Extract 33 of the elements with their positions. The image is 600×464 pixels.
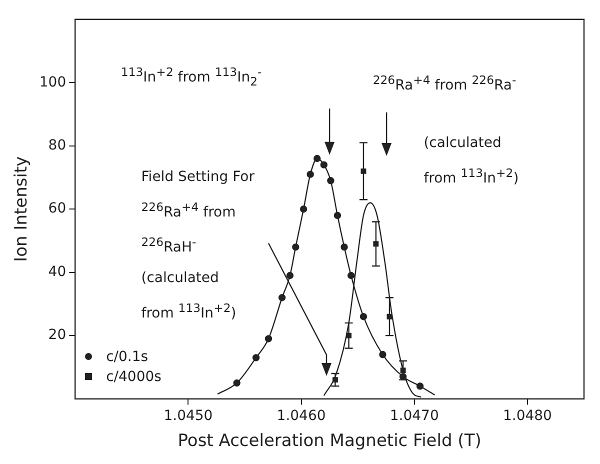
legend-label: c/4000s <box>106 368 162 387</box>
x-tick-label: 1.0470 <box>390 408 439 424</box>
x-axis-title: Post Acceleration Magnetic Field (T) <box>178 431 482 452</box>
point <box>286 272 294 280</box>
point <box>278 294 286 302</box>
legend-label: c/0.1s <box>106 348 148 367</box>
y-axis-title: Ion Intensity <box>12 156 32 262</box>
point <box>347 272 355 280</box>
point <box>306 170 314 178</box>
point <box>300 206 308 213</box>
point <box>360 312 368 320</box>
point <box>416 382 424 390</box>
point <box>314 154 321 162</box>
text: (calculated from $^{113}$In$^{+2}$) <box>424 134 519 186</box>
x-tick-label: 1.0460 <box>276 408 326 424</box>
point <box>292 243 300 251</box>
y-tick-label: 80 <box>48 138 66 154</box>
point <box>264 335 272 342</box>
point <box>327 177 334 184</box>
text: Field Setting For $^{226}$Ra$^{+4}$ from $^{226}$RaH$^{-}$ (calculated from $^{113}$In$^{+2}$) <box>141 168 254 322</box>
point <box>340 243 348 251</box>
annotation: $^{226}$Ra$^{+4}$ from $^{226}$Ra$^{-}$ <box>372 72 516 96</box>
point <box>334 212 342 220</box>
x-tick-label: 1.0450 <box>164 408 213 424</box>
point <box>379 350 386 358</box>
point <box>320 161 328 168</box>
point <box>233 379 240 387</box>
y-tick-label: 60 <box>48 200 66 217</box>
point <box>252 354 260 362</box>
x-tick-label: 1.0480 <box>502 408 552 424</box>
y-tick-label: 100 <box>39 74 66 90</box>
y-tick-label: 20 <box>48 327 66 344</box>
y-tick-label: 40 <box>48 264 66 280</box>
